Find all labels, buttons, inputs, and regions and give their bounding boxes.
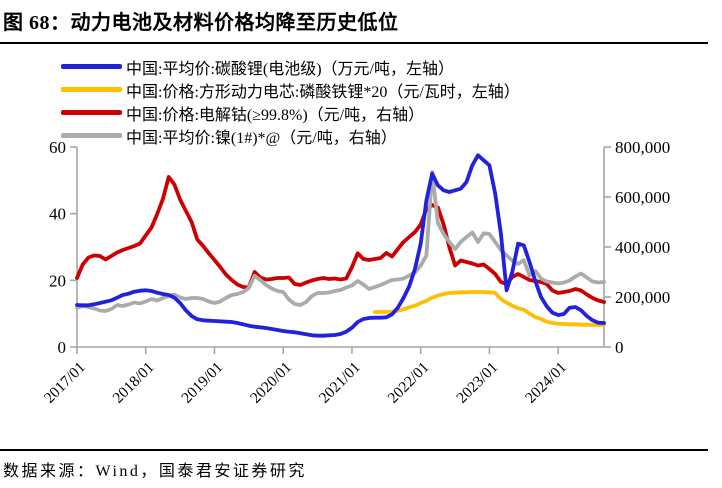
svg-text:2017/01: 2017/01	[41, 359, 89, 407]
svg-text:2023/01: 2023/01	[453, 359, 501, 407]
svg-text:2018/01: 2018/01	[110, 359, 158, 407]
svg-text:2024/01: 2024/01	[522, 359, 570, 407]
legend-item-lithium-carbonate: 中国:平均价:碳酸锂(电池级)（万元/吨，左轴）	[61, 55, 520, 78]
legend-label-lithium-carbonate: 中国:平均价:碳酸锂(电池级)（万元/吨，左轴）	[126, 60, 454, 78]
svg-text:200,000: 200,000	[615, 288, 670, 307]
svg-text:0: 0	[58, 338, 67, 357]
svg-text:2021/01: 2021/01	[316, 359, 364, 407]
legend-item-cobalt: 中国:价格:电解钴(≥99.8%)（元/吨，右轴）	[61, 101, 520, 124]
data-source: 数据来源：Wind，国泰君安证券研究	[3, 463, 307, 480]
legend-item-nickel: 中国:平均价:镍(1#)*@（元/吨，右轴）	[61, 124, 520, 147]
footer-divider	[0, 449, 708, 451]
svg-text:2022/01: 2022/01	[385, 359, 433, 407]
legend-label-lfp-cell: 中国:价格:方形动力电芯:磷酸铁锂*20（元/瓦时，左轴）	[126, 83, 520, 101]
svg-text:600,000: 600,000	[615, 188, 670, 207]
svg-text:800,000: 800,000	[615, 138, 670, 157]
legend-item-lfp-cell: 中国:价格:方形动力电芯:磷酸铁锂*20（元/瓦时，左轴）	[61, 78, 520, 101]
svg-text:20: 20	[49, 271, 66, 290]
svg-text:2020/01: 2020/01	[247, 359, 295, 407]
title-divider	[0, 42, 708, 44]
svg-text:40: 40	[49, 205, 66, 224]
legend-line-yellow-icon	[61, 87, 122, 92]
svg-text:60: 60	[49, 138, 66, 157]
legend-line-blue-icon	[61, 64, 122, 69]
figure-title: 图 68：动力电池及材料价格均降至历史低位	[3, 12, 399, 34]
legend-line-red-icon	[61, 110, 122, 115]
svg-text:2019/01: 2019/01	[178, 359, 226, 407]
legend-line-gray-icon	[61, 133, 122, 138]
legend-label-cobalt: 中国:价格:电解钴(≥99.8%)（元/吨，右轴）	[126, 106, 425, 124]
legend-label-nickel: 中国:平均价:镍(1#)*@（元/吨，右轴）	[126, 129, 397, 147]
svg-text:0: 0	[615, 338, 624, 357]
svg-text:400,000: 400,000	[615, 238, 670, 257]
chart-legend: 中国:平均价:碳酸锂(电池级)（万元/吨，左轴） 中国:价格:方形动力电芯:磷酸…	[61, 55, 520, 147]
